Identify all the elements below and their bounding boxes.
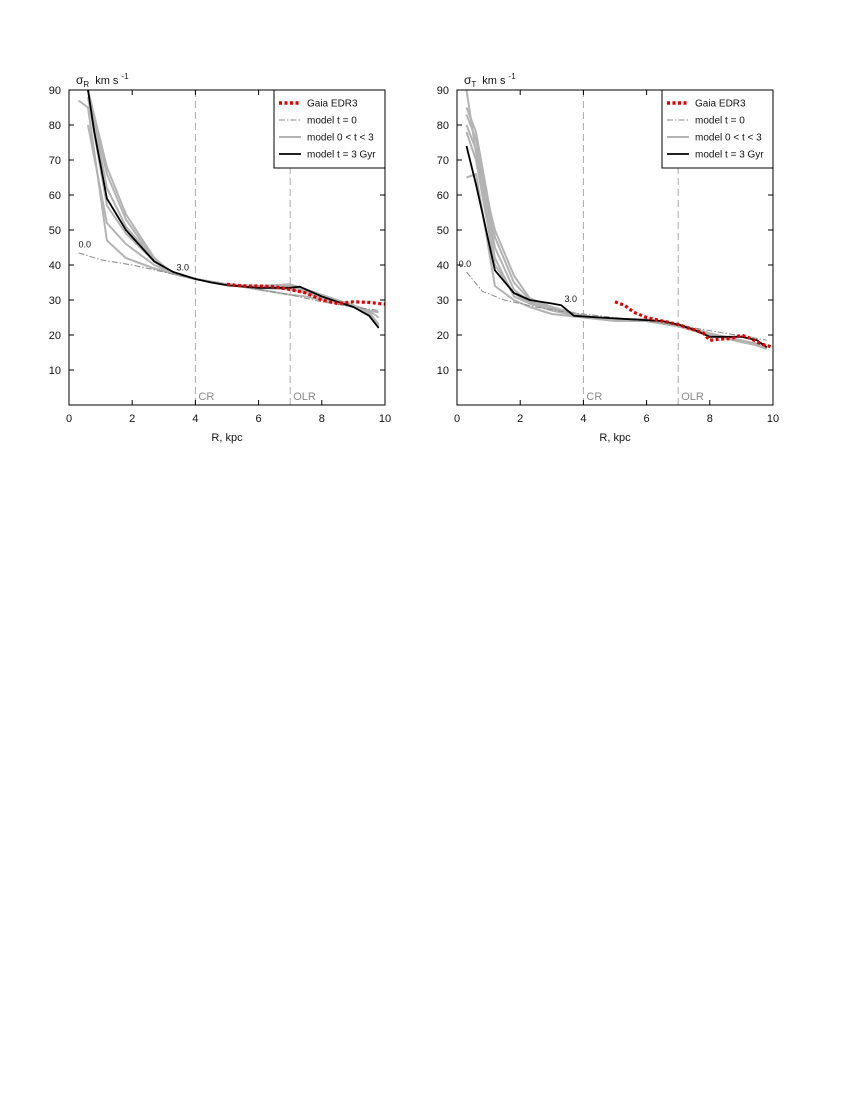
chart1-legend-label-t3: model t = 3 Gyr [307, 150, 376, 161]
chart1-legend-label-gaia: Gaia EDR3 [307, 99, 358, 110]
chart1-xtick-label-4: 4 [192, 413, 198, 425]
chart1-series-gaia-0 [226, 282, 385, 306]
chart2-ytick-label-20: 20 [437, 330, 449, 342]
chart1-annotation-1: 3.0 [177, 262, 190, 272]
chart2-xtick-label-10: 10 [767, 413, 779, 425]
chart1-ylabel: σR km s -1 [76, 72, 129, 89]
chart2-ytick-label-10: 10 [437, 365, 449, 377]
chart1-legend-label-t0: model t = 0 [307, 116, 357, 127]
chart1-xtick-label-2: 2 [129, 413, 135, 425]
chart2-ytick-label-70: 70 [437, 155, 449, 167]
chart1-ytick-label-70: 70 [49, 155, 61, 167]
chart1-ytick-label-30: 30 [49, 295, 61, 307]
chart2-xtick-label-8: 8 [707, 413, 713, 425]
chart2-xtick-label-6: 6 [644, 413, 650, 425]
chart1-ytick-label-60: 60 [49, 190, 61, 202]
chart2-ylabel: σT km s -1 [464, 72, 516, 89]
chart2-ytick-label-60: 60 [437, 190, 449, 202]
chart2-xtick-label-2: 2 [517, 413, 523, 425]
chart2-legend: Gaia EDR3 model t = 0 model 0 < t < 3 model… [661, 89, 774, 169]
chart2-ytick-label-90: 90 [437, 85, 449, 97]
chart2: CR OLR 0 2 4 6 8 10 10 20 30 40 50 60 70 80 90 R, kpc σT km… [437, 72, 779, 444]
chart2-frame [456, 89, 774, 406]
chart2-ylabel-unit: km s [482, 75, 506, 87]
chart1-ylabel-unit: km s [95, 75, 119, 87]
chart1-ytick-label-80: 80 [49, 120, 61, 132]
chart1-xtick-label-8: 8 [319, 413, 325, 425]
chart1-ylabel-sub: R [83, 80, 89, 89]
chart2-legend-label-t0: model t = 0 [695, 116, 745, 127]
chart2-ytick-label-80: 80 [437, 120, 449, 132]
chart1-ytick-label-10: 10 [49, 365, 61, 377]
chart2-resonance-label-cr: CR [586, 391, 602, 403]
chart1-xtick-label-10: 10 [379, 413, 391, 425]
chart1-ytick-label-50: 50 [49, 225, 61, 237]
chart2-legend-label-mid: model 0 < t < 3 [695, 133, 762, 144]
chart1-series [77, 90, 385, 329]
chart2-annotation-0: 0.0 [459, 259, 472, 269]
chart1-legend: Gaia EDR3 model t = 0 model 0 < t < 3 model… [273, 89, 386, 169]
chart1-xtick-label-6: 6 [256, 413, 262, 425]
chart1-ylabel-exp: -1 [121, 72, 129, 81]
chart2-annotation-1: 3.0 [565, 294, 578, 304]
chart2-ylabel-exp: -1 [509, 72, 517, 81]
chart2-series-t3-8 [465, 145, 768, 349]
chart2-legend-label-gaia: Gaia EDR3 [695, 99, 746, 110]
chart2-legend-label-t3: model t = 3 Gyr [695, 150, 764, 161]
chart1-xtick-label-0: 0 [66, 413, 72, 425]
chart2-xtick-label-4: 4 [580, 413, 586, 425]
chart1-ylabel-symbol: σ [76, 73, 84, 87]
chart2-ylabel-symbol: σ [464, 73, 472, 87]
chart2-ytick-label-50: 50 [437, 225, 449, 237]
chart2-ylabel-sub: T [471, 80, 476, 89]
chart2-series [465, 90, 773, 350]
chart1-ytick-label-40: 40 [49, 260, 61, 272]
chart2-xlabel: R, kpc [599, 432, 631, 444]
chart1-resonance-label-olr: OLR [293, 391, 316, 403]
chart1-legend-label-mid: model 0 < t < 3 [307, 133, 374, 144]
chart2-series-gaia-0 [614, 300, 773, 349]
chart2-resonance-label-olr: OLR [681, 391, 704, 403]
chart1-frame [68, 89, 386, 406]
chart2-series-mid-7 [465, 131, 767, 349]
chart2-xtick-label-0: 0 [454, 413, 460, 425]
chart2-ytick-label-40: 40 [437, 260, 449, 272]
chart2-ytick-label-30: 30 [437, 295, 449, 307]
chart2-series-t0-1 [466, 271, 767, 341]
chart1-xlabel: R, kpc [211, 432, 243, 444]
chart1-resonance-label-cr: CR [198, 391, 214, 403]
chart1-ytick-label-20: 20 [49, 330, 61, 342]
chart1-ytick-label-90: 90 [49, 85, 61, 97]
chart1: CR OLR 0 2 4 6 8 10 10 20 30 40 50 60 70 80 90 R, kpc σR km… [49, 72, 391, 444]
chart1-annotation-0: 0.0 [79, 240, 92, 250]
